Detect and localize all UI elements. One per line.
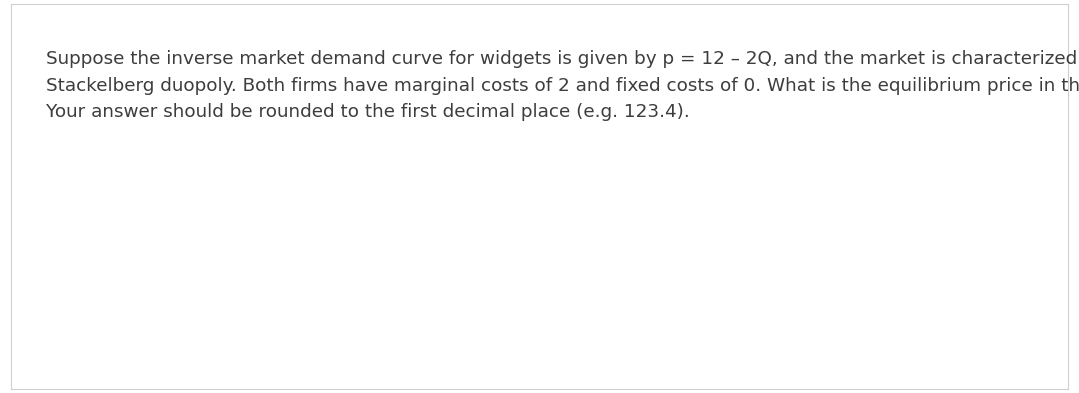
Text: Suppose the inverse market demand curve for widgets is given by p = 12 – 2Q, and: Suppose the inverse market demand curve …: [45, 50, 1079, 121]
